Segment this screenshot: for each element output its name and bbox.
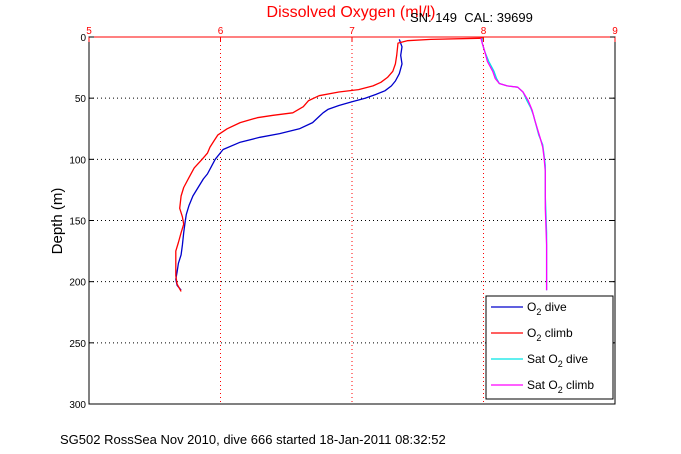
y-tick-label: 300 [69,400,86,411]
sn-cal-annotation: SN: 149 CAL: 39699 [410,10,533,25]
y-tick-label: 0 [80,33,86,44]
series-line [175,37,484,292]
y-axis-ticks: 0 50 100 150 200 250 300 [69,33,615,411]
series-lines [175,37,548,292]
y-tick-label: 250 [69,339,86,350]
legend-label: O2 climb [527,326,573,343]
x-tick-label: 7 [349,26,355,37]
y-tick-label: 100 [69,155,86,166]
legend-label: Sat O2 climb [527,378,594,395]
y-tick-label: 200 [69,278,86,289]
figure-caption: SG502 RossSea Nov 2010, dive 666 started… [60,432,446,447]
series-line [175,39,403,291]
y-axis-label: Depth (m) [49,188,66,255]
legend-label: Sat O2 dive [527,352,588,369]
y-tick-label: 150 [69,217,86,228]
x-tick-label: 5 [86,26,92,37]
legend-box [485,295,614,400]
x-tick-label: 9 [612,26,618,37]
series-line [481,38,548,291]
x-axis-ticks: 5 6 7 8 9 [86,26,618,42]
x-tick-label: 6 [218,26,224,37]
y-tick-label: 50 [75,94,87,105]
legend: O2 dive O2 climb Sat O2 dive Sat O2 climb [485,295,614,400]
x-tick-label: 8 [481,26,487,37]
series-line [480,38,548,291]
legend-entries: O2 dive O2 climb Sat O2 dive Sat O2 climb [491,300,594,395]
chart-title: Dissolved Oxygen (ml/l) [267,4,436,21]
legend-label: O2 dive [527,300,567,317]
